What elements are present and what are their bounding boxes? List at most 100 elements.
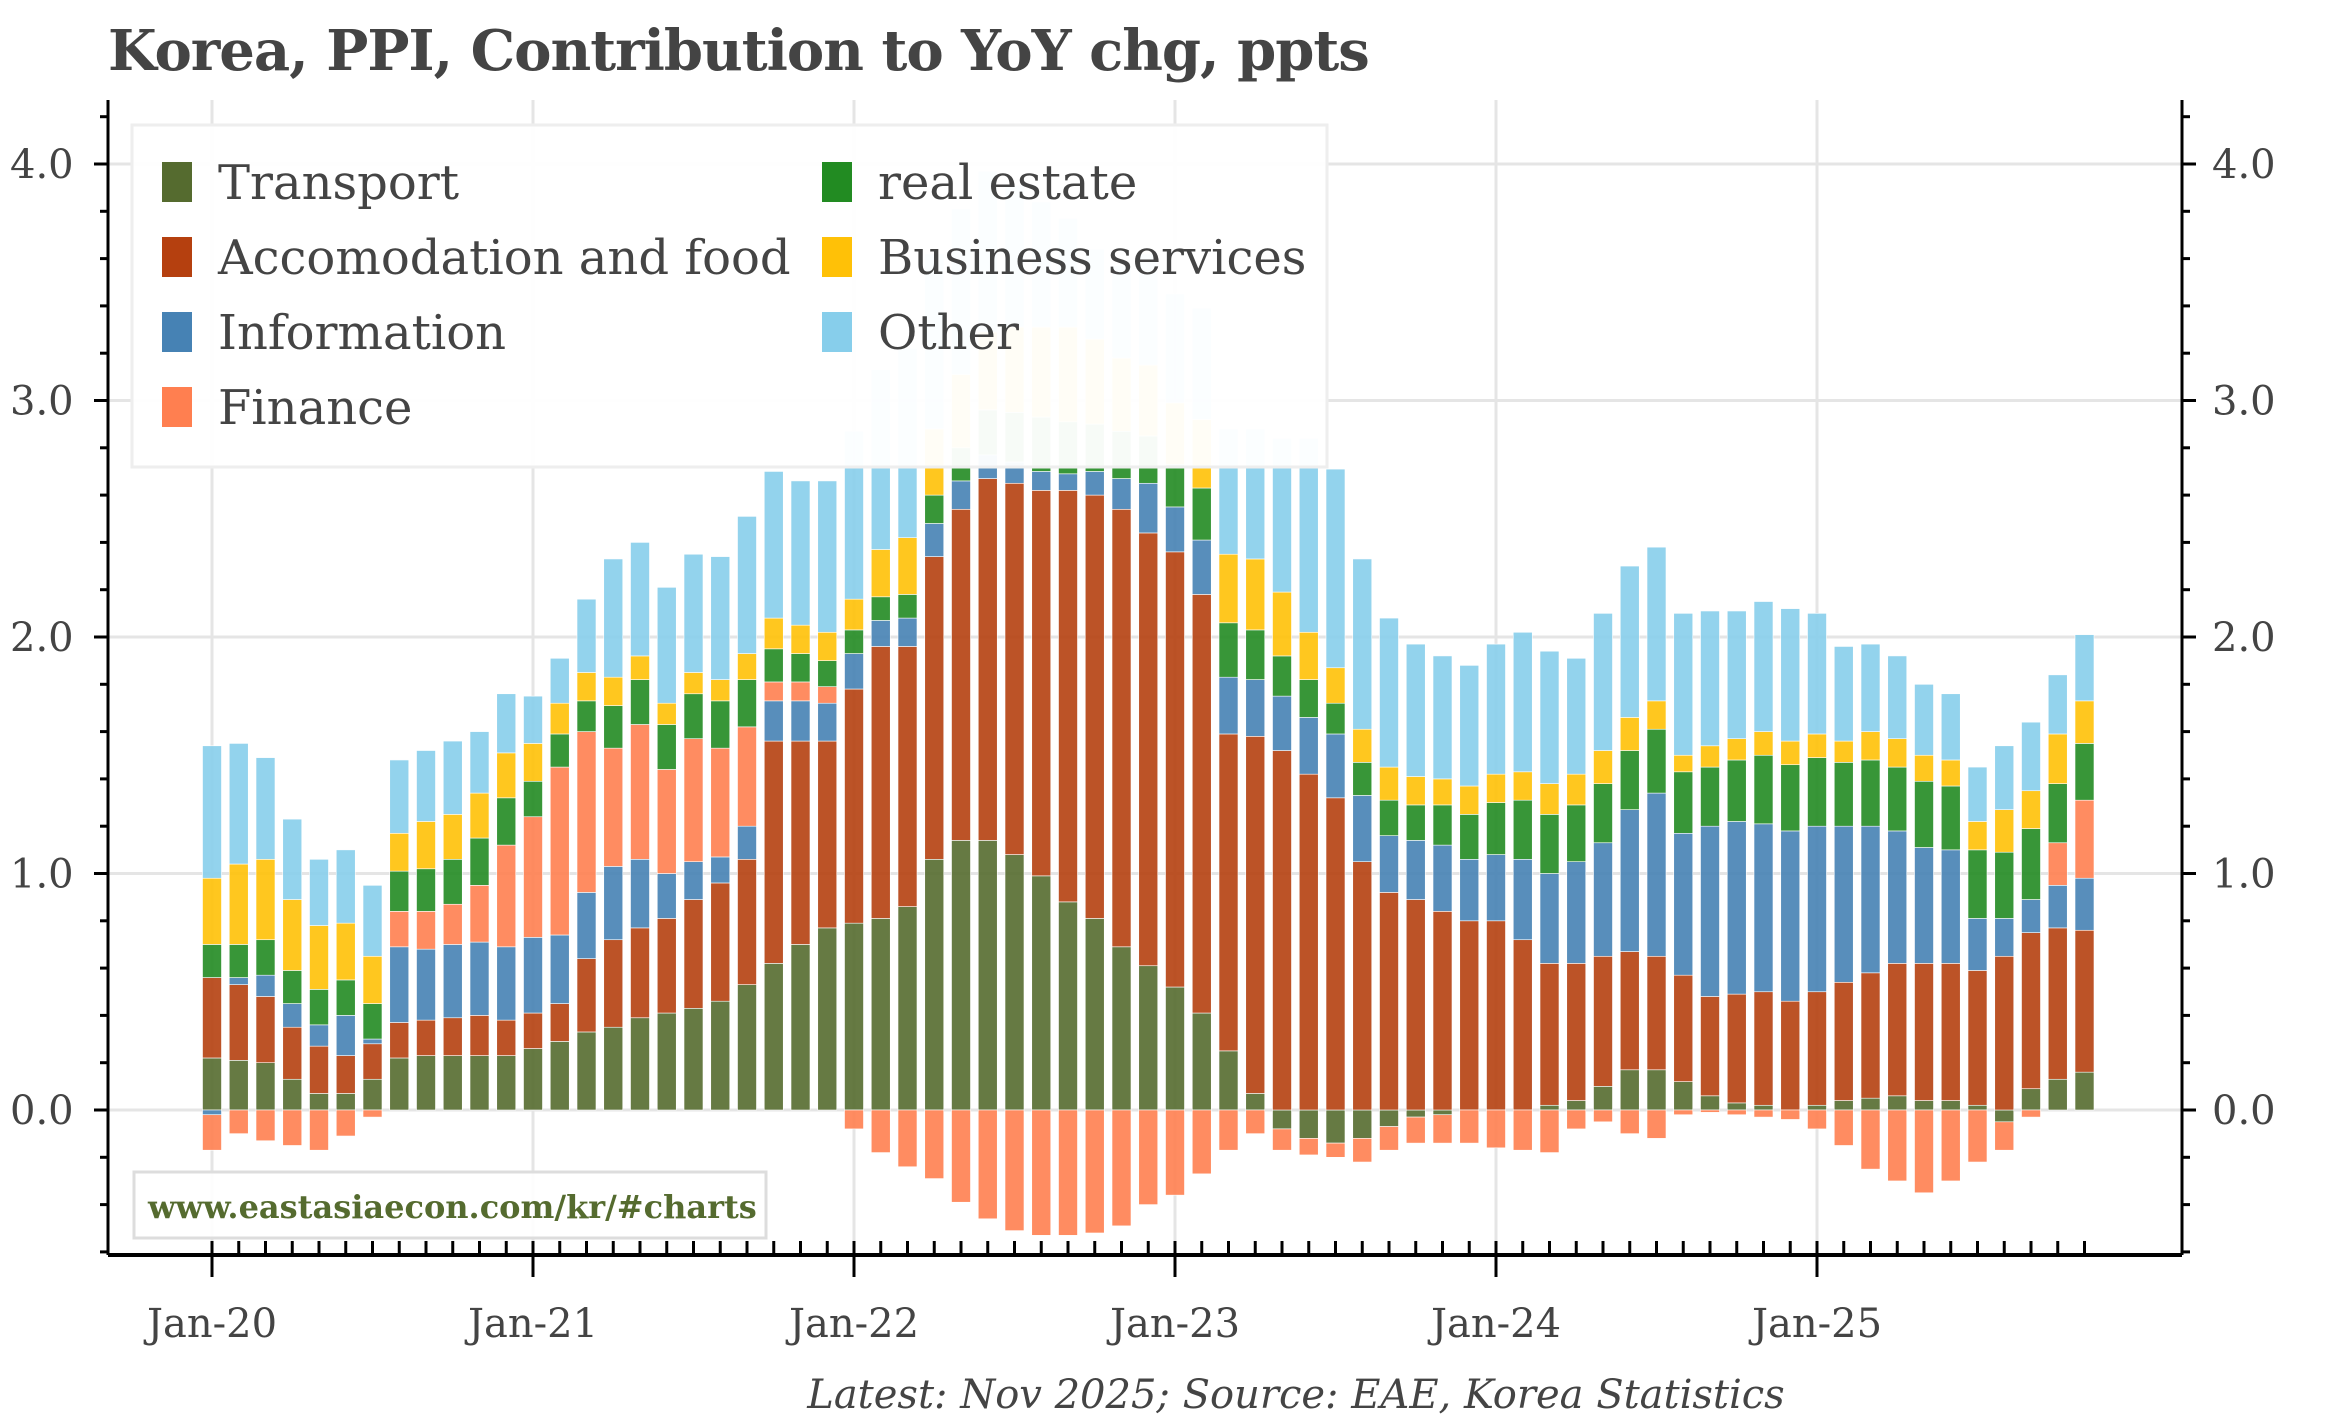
bar-segment-accomodation-and-food	[603, 939, 624, 1028]
bar-segment-accomodation-and-food	[790, 740, 811, 945]
bar-segment-transport	[523, 1048, 543, 1111]
bar-segment-business-services	[603, 676, 624, 706]
bar-segment-accomodation-and-food	[309, 1045, 329, 1094]
bar-segment-other	[763, 471, 784, 619]
bar-segment-business-services	[1352, 728, 1373, 763]
x-tick-label: Jan-24	[1427, 1301, 1561, 1347]
bar-segment-transport	[1272, 1109, 1292, 1130]
bar-segment-information	[1512, 859, 1533, 941]
bar-segment-business-services	[737, 653, 757, 680]
y-tick-label-left: 2.0	[10, 615, 74, 661]
bar-segment-business-services	[1673, 754, 1694, 773]
bar-segment-other	[790, 480, 811, 626]
bar-segment-information	[255, 974, 276, 997]
bar-segment-accomodation-and-food	[1780, 1000, 1801, 1111]
bar-segment-business-services	[202, 877, 222, 945]
bar-segment-transport	[924, 859, 945, 1111]
bar-segment-other	[1459, 665, 1480, 787]
bar-segment-transport	[1726, 1102, 1747, 1111]
bar-segment-business-services	[469, 792, 490, 839]
bar-segment-transport	[202, 1057, 222, 1111]
bar-segment-information	[1084, 471, 1105, 496]
bar-segment-business-services	[2021, 790, 2041, 829]
y-tick-label-left: 3.0	[10, 379, 74, 425]
bar-segment-real-estate	[1994, 851, 2015, 919]
bar-segment-finance	[2074, 799, 2095, 879]
bar-segment-business-services	[362, 955, 383, 1004]
bar-segment-other	[683, 553, 704, 673]
bar-segment-other	[523, 695, 543, 744]
bar-segment-information	[1138, 482, 1159, 534]
bar-segment-real-estate	[1432, 804, 1453, 846]
bar-segment-finance	[924, 1109, 945, 1179]
bar-segment-transport	[1940, 1100, 1961, 1111]
bar-segment-transport	[1619, 1069, 1640, 1111]
bar-segment-information	[897, 617, 918, 647]
bar-segment-accomodation-and-food	[442, 1017, 463, 1056]
bar-segment-information	[1245, 679, 1266, 737]
bar-segment-transport	[1191, 1012, 1212, 1111]
bar-segment-real-estate	[630, 679, 650, 725]
bar-segment-information	[576, 892, 597, 959]
bar-segment-other	[1994, 745, 2015, 810]
bar-segment-business-services	[1860, 731, 1881, 761]
bar-segment-real-estate	[362, 1003, 383, 1040]
bar-segment-information	[630, 859, 650, 929]
bar-segment-information	[2021, 899, 2041, 933]
bar-segment-finance	[389, 911, 410, 948]
bar-segment-real-estate	[1405, 804, 1426, 841]
bar-segment-finance	[469, 885, 490, 943]
legend-swatch-information	[162, 312, 192, 352]
bar-segment-finance	[1298, 1138, 1319, 1156]
bar-segment-accomodation-and-food	[1405, 899, 1426, 1111]
y-tick-label-left: 1.0	[10, 852, 74, 898]
bar-segment-real-estate	[549, 733, 570, 768]
bar-segment-real-estate	[763, 648, 784, 683]
bar-segment-finance	[228, 1109, 249, 1134]
bar-segment-other	[255, 757, 276, 860]
bar-segment-accomodation-and-food	[1512, 939, 1533, 1111]
bar-segment-accomodation-and-food	[1191, 594, 1212, 1014]
bar-segment-accomodation-and-food	[1111, 508, 1132, 948]
bar-segment-other	[309, 859, 329, 926]
bar-segment-finance	[1405, 1116, 1426, 1144]
bar-segment-accomodation-and-food	[1459, 920, 1480, 1111]
bar-segment-information	[442, 944, 463, 1019]
bar-segment-accomodation-and-food	[630, 927, 650, 1019]
bar-segment-real-estate	[870, 596, 891, 621]
bar-segment-business-services	[255, 859, 276, 941]
bar-segment-information	[1459, 859, 1480, 922]
bar-segment-accomodation-and-food	[951, 508, 971, 841]
bar-segment-information	[1352, 795, 1373, 862]
bar-segment-other	[2047, 674, 2068, 735]
bar-segment-information	[362, 1038, 383, 1045]
bar-segment-accomodation-and-food	[1753, 991, 1774, 1106]
bar-segment-finance	[1512, 1109, 1533, 1151]
bar-segment-real-estate	[1218, 622, 1239, 678]
bar-segment-information	[1994, 918, 2015, 957]
bar-segment-real-estate	[1539, 814, 1560, 874]
bar-segment-information	[1325, 733, 1346, 799]
bar-segment-transport	[897, 906, 918, 1111]
bar-segment-transport	[228, 1060, 249, 1111]
bar-segment-finance	[790, 681, 811, 702]
bar-segment-other	[1753, 601, 1774, 732]
bar-segment-business-services	[1753, 731, 1774, 756]
bar-segment-information	[523, 937, 543, 1014]
bar-segment-accomodation-and-food	[683, 899, 704, 1009]
bar-segment-other	[710, 556, 731, 680]
bar-segment-information	[1539, 873, 1560, 964]
bar-segment-transport	[549, 1041, 570, 1111]
bar-segment-information	[1058, 473, 1078, 491]
bar-segment-real-estate	[1245, 629, 1266, 680]
bar-segment-business-services	[416, 821, 436, 870]
bar-segment-accomodation-and-food	[1860, 972, 1881, 1099]
bar-segment-other	[496, 693, 517, 754]
bar-segment-real-estate	[496, 797, 517, 846]
bar-segment-information	[1860, 825, 1881, 974]
axes: 0.0 0.0 1.0 1.0 2.0 2.0 3.0 3.0 4.0 4.0 Jan-20 Jan-…	[10, 100, 2276, 1347]
bar-segment-real-estate	[1512, 799, 1533, 860]
bar-segment-accomodation-and-food	[1593, 955, 1613, 1087]
bar-segment-real-estate	[202, 944, 222, 978]
bar-segment-information	[2074, 877, 2095, 931]
